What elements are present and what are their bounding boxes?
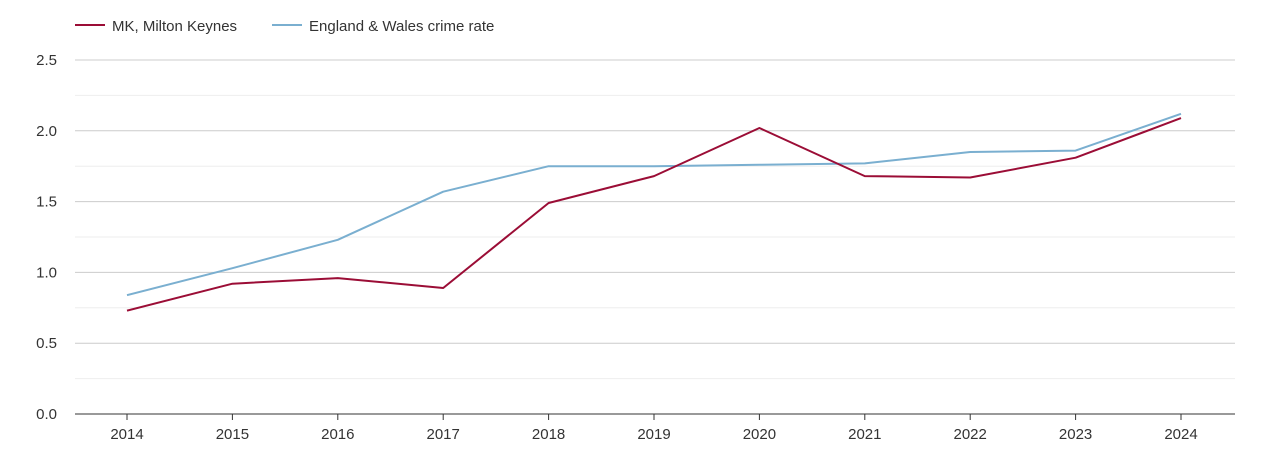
- series-lines: [126, 112, 1182, 312]
- x-tick-label: 2016: [321, 426, 354, 443]
- y-tick-label: 1.0: [36, 264, 57, 281]
- y-tick-label: 0.0: [36, 406, 57, 423]
- x-tick-label: 2015: [216, 426, 249, 443]
- legend-item-england-wales[interactable]: England & Wales crime rate: [272, 18, 494, 35]
- legend-item-milton-keynes[interactable]: MK, Milton Keynes: [75, 18, 237, 35]
- x-tick-label: 2014: [110, 426, 143, 443]
- y-tick-label: 0.5: [36, 335, 57, 352]
- y-tick-label: 1.5: [36, 194, 57, 211]
- y-tick-label: 2.0: [36, 123, 57, 140]
- legend: MK, Milton Keynes England & Wales crime …: [75, 18, 494, 35]
- legend-label-england-wales: England & Wales crime rate: [309, 18, 494, 35]
- y-axis: 0.0 0.5 1.0 1.5 2.0 2.5: [36, 52, 57, 423]
- y-tick-label: 2.5: [36, 52, 57, 69]
- series-line-milton-keynes: [126, 117, 1182, 312]
- x-tick-label: 2020: [743, 426, 776, 443]
- series-line-england-wales: [126, 112, 1182, 297]
- x-tick-label: 2023: [1059, 426, 1092, 443]
- x-axis: 2014 2015 2016 2017 2018 2019 2020 2021 2022 2023…: [110, 414, 1198, 443]
- x-tick-label: 2018: [532, 426, 565, 443]
- legend-label-milton-keynes: MK, Milton Keynes: [112, 18, 237, 35]
- x-tick-label: 2021: [848, 426, 881, 443]
- x-tick-label: 2024: [1164, 426, 1197, 443]
- x-tick-label: 2022: [954, 426, 987, 443]
- x-tick-label: 2019: [637, 426, 670, 443]
- x-tick-label: 2017: [427, 426, 460, 443]
- gridlines: [75, 59, 1235, 380]
